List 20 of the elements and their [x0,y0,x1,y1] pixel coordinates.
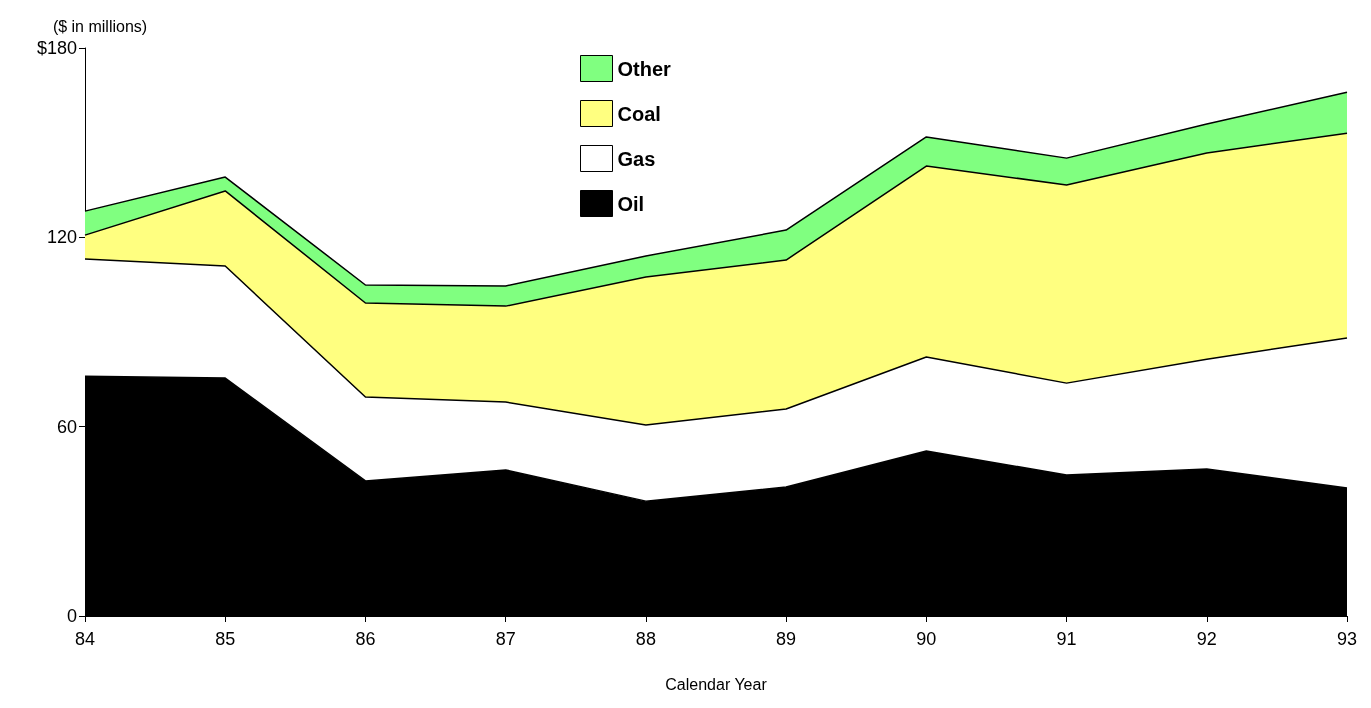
x-tick-label: 87 [495,629,516,649]
x-tick-label: 89 [776,629,797,649]
legend-label: Oil [617,192,645,215]
legend-label: Other [617,57,672,80]
x-tick-label: 84 [74,629,96,649]
x-tick-label: 88 [635,629,656,649]
legend-label: Coal [617,102,661,125]
x-tick-label: 93 [1336,629,1358,649]
legend-label: Gas [617,147,656,170]
x-tick-label: 90 [916,629,937,649]
x-tick-label: 86 [355,629,376,649]
y-tick-label: 0 [66,606,77,626]
y-axis-title: ($ in millions) [52,17,148,35]
x-tick-label: 91 [1056,629,1077,649]
y-tick-label: 60 [56,416,77,437]
y-tick-label: $180 [36,38,77,58]
x-axis-title: Calendar Year [665,675,768,693]
y-tick-label: 120 [46,227,77,248]
x-tick-label: 92 [1196,629,1217,649]
x-tick-label: 85 [215,629,236,649]
